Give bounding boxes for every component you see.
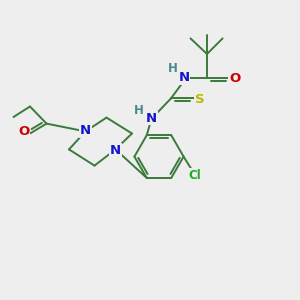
Text: N: N (146, 112, 157, 125)
Text: H: H (134, 104, 144, 117)
Text: H: H (168, 62, 177, 75)
Text: N: N (80, 124, 91, 137)
Text: O: O (229, 71, 241, 85)
Text: S: S (195, 93, 205, 106)
Text: N: N (178, 71, 190, 84)
Text: Cl: Cl (189, 169, 201, 182)
Text: O: O (18, 124, 30, 138)
Text: N: N (110, 143, 121, 157)
